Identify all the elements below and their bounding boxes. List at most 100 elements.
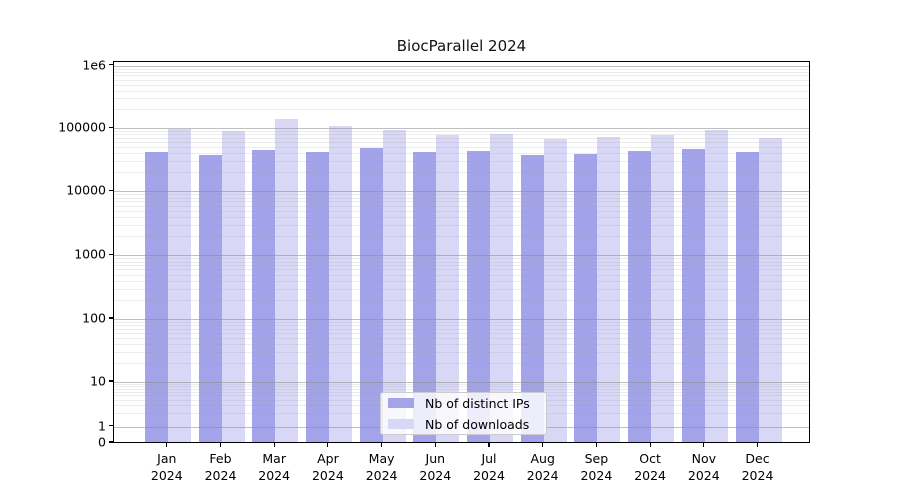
bar-downloads bbox=[221, 131, 245, 442]
bar-downloads bbox=[597, 136, 621, 442]
gridline-minor bbox=[114, 269, 809, 271]
bar-distinct-ips bbox=[467, 150, 490, 442]
gridline-minor bbox=[114, 197, 809, 199]
x-tick-year: 2024 bbox=[419, 467, 452, 483]
gridline-minor bbox=[114, 142, 809, 144]
gridline-minor bbox=[114, 280, 809, 282]
legend-swatch-downloads bbox=[388, 419, 414, 429]
x-tick-year: 2024 bbox=[311, 467, 344, 483]
gridline-minor bbox=[114, 131, 809, 133]
x-tick-label: May 2024 bbox=[350, 451, 414, 484]
chart-title: BiocParallel 2024 bbox=[396, 37, 527, 55]
x-tick-year: 2024 bbox=[473, 467, 505, 483]
gridline-major bbox=[114, 65, 809, 67]
gridline-minor bbox=[114, 205, 809, 207]
gridline-minor bbox=[114, 161, 809, 163]
bar-distinct-ips bbox=[252, 150, 276, 442]
x-tick-mark bbox=[756, 443, 759, 447]
legend-item-distinct-ips: Nb of distinct IPs bbox=[388, 396, 546, 411]
bar-downloads bbox=[543, 138, 567, 442]
x-tick-mark bbox=[703, 443, 705, 447]
x-tick-year: 2024 bbox=[258, 467, 291, 483]
y-tick-mark bbox=[109, 253, 113, 255]
gridline-minor bbox=[114, 236, 809, 237]
gridline-major bbox=[114, 382, 809, 383]
y-tick-mark bbox=[109, 189, 113, 191]
bar-distinct-ips bbox=[628, 150, 652, 442]
x-tick-mark bbox=[595, 443, 597, 447]
y-tick-label: 1000 bbox=[74, 246, 106, 262]
x-tick-label: Sep 2024 bbox=[564, 451, 628, 484]
x-tick-mark bbox=[166, 443, 168, 447]
legend-label: Nb of downloads bbox=[425, 416, 530, 432]
bar-distinct-ips bbox=[144, 152, 168, 442]
x-tick-year: 2024 bbox=[687, 467, 720, 483]
y-tick-mark bbox=[109, 380, 113, 382]
gridline-minor bbox=[114, 363, 809, 364]
x-tick-mark bbox=[488, 443, 490, 447]
gridline-minor bbox=[114, 351, 809, 353]
bar-distinct-ips bbox=[359, 147, 383, 442]
bar-downloads bbox=[328, 125, 352, 442]
bar-downloads bbox=[275, 119, 299, 442]
bar-distinct-ips bbox=[574, 154, 598, 442]
gridline-minor bbox=[114, 258, 809, 260]
x-tick-year: 2024 bbox=[526, 467, 559, 483]
gridline-minor bbox=[114, 386, 809, 388]
bar-distinct-ips bbox=[305, 151, 329, 442]
x-tick-mark bbox=[542, 443, 544, 447]
x-tick-year: 2024 bbox=[150, 467, 183, 483]
x-tick-mark bbox=[434, 443, 436, 447]
gridline-minor bbox=[114, 90, 809, 92]
x-tick-label: Feb 2024 bbox=[189, 451, 253, 484]
gridline-minor bbox=[114, 75, 809, 77]
x-tick-year: 2024 bbox=[365, 467, 398, 483]
bar-downloads bbox=[436, 134, 460, 442]
y-tick-label: 100000 bbox=[58, 119, 106, 135]
gridline-minor bbox=[114, 153, 809, 155]
x-tick-label: Jun 2024 bbox=[403, 451, 467, 484]
gridline-minor bbox=[114, 299, 809, 301]
gridline-minor bbox=[114, 333, 809, 334]
x-tick-year: 2024 bbox=[204, 467, 237, 483]
x-tick-month: Apr bbox=[317, 451, 339, 466]
gridline-minor bbox=[114, 201, 809, 203]
gridline-minor bbox=[114, 109, 809, 111]
bar-distinct-ips bbox=[413, 151, 437, 442]
gridline-minor bbox=[114, 210, 809, 212]
legend-item-downloads: Nb of downloads bbox=[388, 417, 546, 432]
y-tick-mark bbox=[109, 317, 113, 319]
gridline-minor bbox=[114, 344, 809, 346]
x-tick-mark bbox=[649, 443, 651, 447]
bar-downloads bbox=[382, 130, 406, 442]
y-tick-label: 0 bbox=[98, 434, 106, 450]
gridline-minor bbox=[114, 328, 809, 330]
x-tick-month: Jan bbox=[157, 451, 177, 466]
x-tick-label: Jan 2024 bbox=[135, 451, 199, 484]
x-tick-label: Apr 2024 bbox=[296, 451, 360, 484]
gridline-minor bbox=[114, 384, 809, 385]
x-tick-month: Aug bbox=[530, 451, 555, 466]
gridline-minor bbox=[114, 98, 809, 100]
x-tick-label: Oct 2024 bbox=[618, 451, 682, 484]
x-tick-month: Mar bbox=[262, 451, 286, 466]
bar-downloads bbox=[490, 133, 513, 442]
gridline-minor bbox=[114, 265, 809, 267]
bar-distinct-ips bbox=[520, 155, 544, 442]
legend: Nb of distinct IPs Nb of downloads bbox=[380, 392, 547, 435]
y-tick-label: 1e6 bbox=[82, 57, 106, 73]
bar-distinct-ips bbox=[681, 148, 705, 442]
gridline-major bbox=[114, 128, 809, 130]
x-tick-label: Dec 2024 bbox=[726, 451, 790, 484]
bar-downloads bbox=[651, 134, 675, 442]
bar-distinct-ips bbox=[735, 152, 759, 442]
x-tick-mark bbox=[219, 443, 222, 447]
gridline-minor bbox=[114, 274, 809, 276]
plot-area bbox=[113, 61, 810, 443]
gridline-minor bbox=[114, 84, 809, 86]
y-tick-label: 100 bbox=[82, 310, 106, 326]
x-tick-mark bbox=[273, 443, 275, 447]
gridline-minor bbox=[114, 338, 809, 339]
x-tick-label: Aug 2024 bbox=[511, 451, 575, 484]
